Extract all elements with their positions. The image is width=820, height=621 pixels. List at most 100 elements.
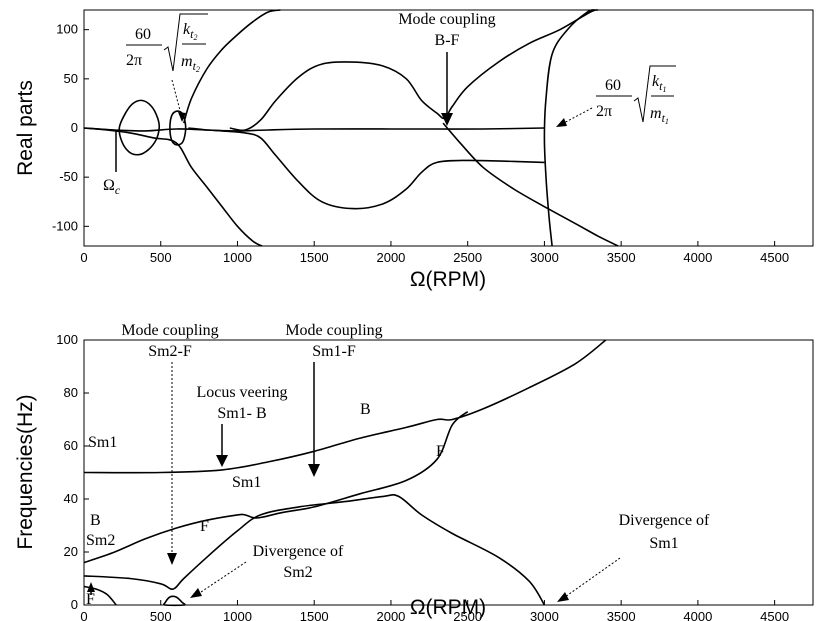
divergence-sm1-line2: Sm1 (649, 535, 678, 552)
real-parts-axis-ticks: 0 500 1000 1500 2000 2500 3000 3500 4000 45001005… (52, 22, 789, 265)
real-series-2-line (183, 9, 281, 124)
real-parts-panel: 0 500 1000 1500 2000 2500 3000 3500 4000 45001005… (14, 9, 814, 291)
real-series-4-line (229, 9, 599, 132)
freq-series-1-line (83, 410, 469, 564)
kt1-formula-k-subsub: 1 (662, 85, 666, 94)
freq-y-tick-label: 80 (64, 385, 78, 400)
label-f-bottom: F (86, 591, 95, 608)
real-y-tick-label: 100 (56, 22, 78, 37)
frequencies-axis-ticks: 0 500 1000 1500 2000 2500 3000 3500 4000 4500 100 8… (56, 332, 789, 621)
label-b-left: B (90, 512, 101, 529)
mode-coupling-sm1f-line1: Mode coupling (285, 322, 382, 339)
mode-coupling-sm2f-line2: Sm2-F (148, 343, 192, 360)
kt1-frequency-formula: 60 2π kt1 mt1 (556, 65, 676, 127)
real-y-tick-label: -100 (52, 218, 78, 233)
freq-series-2-line (83, 494, 546, 606)
kt1-formula-m-sub: t (662, 111, 666, 125)
kt2-formula-numerator: 60 (135, 26, 151, 43)
frequencies-panel: 0 500 1000 1500 2000 2500 3000 3500 4000 4500 100 8… (14, 322, 814, 621)
kt2-formula-k-subsub: 2 (193, 33, 197, 42)
freq-series-4-line (162, 595, 186, 607)
real-x-tick-label: 3000 (530, 250, 559, 265)
label-sm2-left: Sm2 (86, 532, 115, 549)
divergence-sm1-line1: Divergence of (619, 512, 710, 529)
divergence-sm2-arrow (197, 561, 247, 595)
kt2-formula-m-sub: t (193, 59, 197, 73)
real-series-1-line (83, 127, 263, 247)
kt1-formula-numerator: 60 (605, 77, 621, 94)
freq-x-tick-label: 3500 (607, 609, 636, 621)
real-series-5-line (442, 122, 619, 247)
kt1-formula-m: m (650, 105, 662, 122)
label-f-mid: F (200, 518, 209, 535)
label-sm1-mid: Sm1 (232, 474, 261, 491)
real-x-tick-label: 0 (80, 250, 87, 265)
freq-x-tick-label: 3000 (530, 609, 559, 621)
locus-veering-line2: Sm1- B (217, 405, 266, 422)
kt1-formula-denominator: 2π (596, 103, 612, 120)
real-y-tick-label: 50 (64, 71, 78, 86)
svg-text:kt2: kt2 (183, 21, 197, 42)
freq-series-0-line (83, 339, 607, 474)
freq-x-tick-label: 4500 (760, 609, 789, 621)
real-x-tick-label: 2000 (376, 250, 405, 265)
divergence-sm1-arrow (564, 557, 621, 598)
frequencies-y-axis-label: Frequencies(Hz) (14, 394, 37, 549)
divergence-sm2-line1: Divergence of (253, 543, 344, 560)
freq-y-tick-label: 100 (56, 332, 78, 347)
freq-y-tick-label: 60 (64, 438, 78, 453)
real-x-tick-label: 3500 (607, 250, 636, 265)
real-series-6-line (543, 9, 596, 247)
label-b-top: B (360, 401, 371, 418)
kt2-formula-m: m (181, 53, 193, 70)
freq-x-tick-label: 4000 (683, 609, 712, 621)
real-x-tick-label: 4000 (683, 250, 712, 265)
frequencies-x-axis-label: Ω(RPM) (410, 596, 486, 619)
frequencies-plot-frame (83, 339, 814, 606)
freq-y-tick-label: 0 (71, 597, 78, 612)
mode-coupling-bf-line1: Mode coupling (398, 11, 495, 28)
kt2-frequency-formula: 60 2π kt2 mt2 (126, 13, 208, 122)
freq-x-tick-label: 500 (150, 609, 172, 621)
freq-y-tick-label: 40 (64, 491, 78, 506)
kt1-formula-k: k (652, 73, 660, 90)
freq-x-tick-label: 1500 (300, 609, 329, 621)
label-sm1-left: Sm1 (88, 434, 117, 451)
real-x-tick-label: 1000 (223, 250, 252, 265)
frequencies-curves (83, 339, 607, 607)
svg-text:mt1: mt1 (650, 105, 669, 126)
mode-coupling-bf-line2: B-F (435, 32, 460, 49)
real-series-3-line (188, 127, 545, 210)
real-parts-x-axis-label: Ω(RPM) (410, 268, 486, 291)
real-y-tick-label: 0 (71, 120, 78, 135)
freq-x-tick-label: 1000 (223, 609, 252, 621)
real-y-tick-label: -50 (59, 169, 78, 184)
real-x-tick-label: 1500 (300, 250, 329, 265)
freq-x-tick-label: 0 (80, 609, 87, 621)
freq-x-tick-label: 2500 (453, 609, 482, 621)
real-parts-curves (83, 9, 619, 247)
mode-coupling-sm1f-line2: Sm1-F (312, 343, 356, 360)
real-x-tick-label: 2500 (453, 250, 482, 265)
svg-text:mt2: mt2 (181, 53, 200, 74)
locus-veering-line1: Locus veering (196, 384, 287, 401)
real-parts-y-axis-label: Real parts (14, 80, 37, 176)
omega-c-annotation: Ωc (103, 177, 121, 197)
kt2-formula-denominator: 2π (126, 52, 142, 69)
kt2-formula-k-sub: t (190, 27, 194, 41)
freq-y-tick-label: 20 (64, 544, 78, 559)
freq-x-tick-label: 2000 (376, 609, 405, 621)
label-f-top: F (436, 443, 445, 460)
divergence-sm2-line2: Sm2 (283, 564, 312, 581)
kt2-formula-m-subsub: 2 (196, 65, 200, 74)
real-series-7-line (118, 99, 161, 156)
kt2-formula-k: k (183, 21, 191, 38)
svg-text:kt1: kt1 (652, 73, 666, 94)
real-x-tick-label: 500 (150, 250, 172, 265)
kt1-formula-k-sub: t (659, 79, 663, 93)
real-series-0-line (83, 127, 545, 132)
kt1-formula-m-subsub: 1 (665, 117, 669, 126)
real-series-8-line (169, 110, 187, 146)
real-x-tick-label: 4500 (760, 250, 789, 265)
